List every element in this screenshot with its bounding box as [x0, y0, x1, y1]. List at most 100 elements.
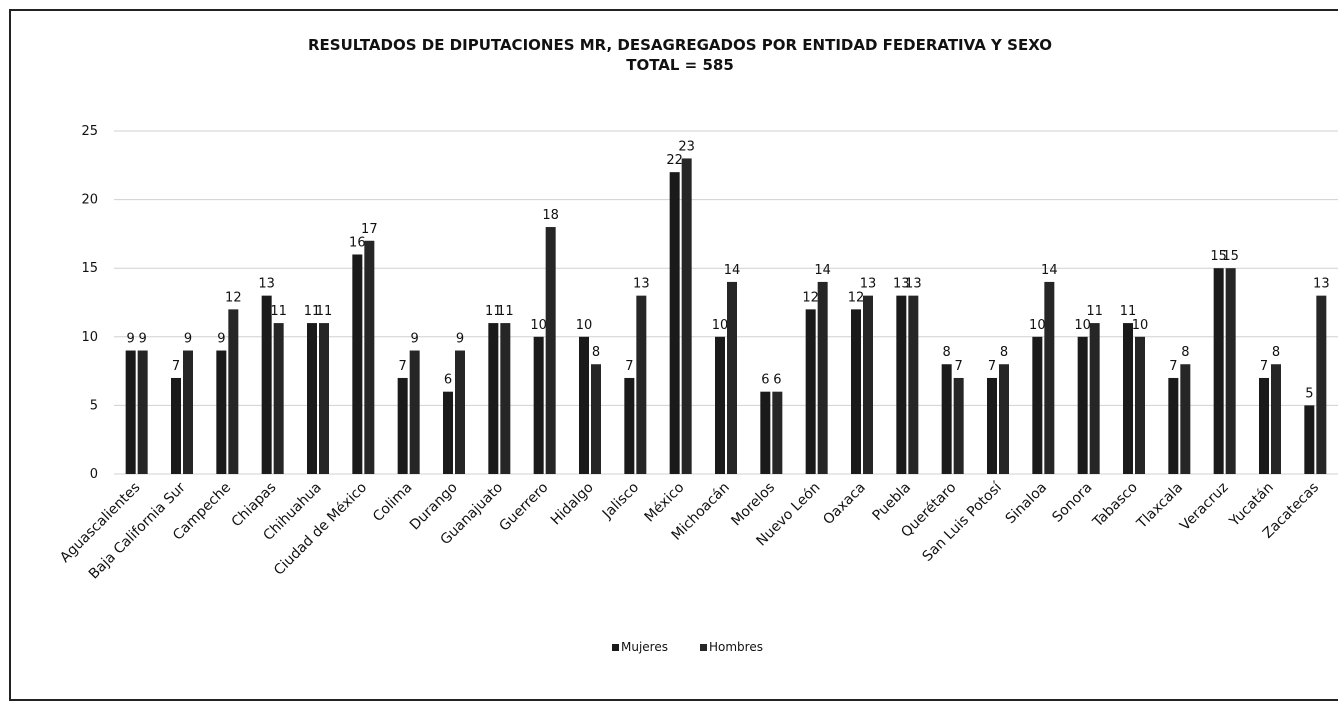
data-label: 9 — [184, 332, 192, 347]
bar — [941, 364, 952, 474]
data-label: 10 — [1074, 318, 1091, 333]
x-tick-label: Sinaloa — [1003, 480, 1051, 528]
bar — [1032, 336, 1043, 474]
bar — [443, 391, 453, 474]
data-label: 17 — [361, 222, 378, 237]
data-label: 9 — [411, 332, 419, 347]
bar — [953, 377, 964, 474]
bar — [987, 377, 997, 474]
bar — [579, 336, 589, 474]
bar — [1077, 336, 1088, 474]
bar — [896, 295, 907, 474]
data-label: 7 — [172, 359, 180, 374]
x-tick-label: Veracruz — [1177, 480, 1232, 535]
data-label: 18 — [542, 208, 559, 223]
data-label: 13 — [258, 277, 275, 292]
bar — [273, 323, 284, 474]
data-label: 8 — [1181, 345, 1189, 360]
bar — [591, 364, 601, 474]
data-label: 11 — [316, 304, 333, 319]
data-label: 11 — [1086, 304, 1103, 319]
data-label: 11 — [270, 304, 287, 319]
y-tick-label: 25 — [81, 124, 98, 139]
x-tick-label: Jalisco — [599, 480, 642, 523]
bar — [1089, 323, 1100, 474]
bar — [125, 350, 136, 474]
data-label: 14 — [1041, 263, 1058, 278]
bar — [533, 336, 544, 474]
bar — [183, 350, 193, 474]
data-label: 7 — [988, 359, 996, 374]
data-label: 13 — [633, 277, 650, 292]
data-label: 13 — [893, 277, 910, 292]
data-label: 6 — [761, 373, 769, 388]
data-label: 7 — [399, 359, 407, 374]
y-tick-label: 10 — [81, 330, 98, 345]
data-label: 10 — [712, 318, 729, 333]
bar — [1271, 364, 1281, 474]
bar — [1044, 281, 1055, 474]
bar — [999, 364, 1009, 474]
bar — [352, 254, 363, 474]
data-label: 6 — [444, 373, 452, 388]
chart-title: RESULTADOS DE DIPUTACIONES MR, DESAGREGA… — [308, 36, 1052, 54]
bar — [908, 295, 919, 474]
bar — [760, 391, 771, 474]
bar — [455, 350, 465, 474]
x-tick-label: Guerrero — [496, 480, 551, 535]
y-tick-label: 0 — [90, 467, 98, 482]
data-label: 11 — [304, 304, 321, 319]
x-tick-label: Colima — [370, 480, 415, 525]
bar — [171, 377, 181, 474]
chart-subtitle: TOTAL = 585 — [626, 56, 734, 74]
data-label: 13 — [1313, 277, 1330, 292]
data-label: 23 — [678, 139, 695, 154]
bar — [1225, 268, 1236, 474]
x-tick-label: México — [642, 480, 688, 526]
data-label: 8 — [943, 345, 951, 360]
data-label: 12 — [848, 290, 865, 305]
bar — [851, 309, 861, 474]
data-label: 8 — [1000, 345, 1008, 360]
data-label: 11 — [1120, 304, 1137, 319]
data-label: 10 — [1132, 318, 1149, 333]
bar — [1123, 323, 1133, 474]
data-label: 11 — [485, 304, 502, 319]
data-label: 8 — [592, 345, 600, 360]
bar — [500, 323, 511, 474]
data-label: 9 — [456, 332, 464, 347]
data-label: 15 — [1210, 249, 1227, 264]
bar — [261, 295, 272, 474]
data-label: 15 — [1222, 249, 1239, 264]
data-label: 11 — [497, 304, 514, 319]
bar — [1168, 377, 1179, 474]
bar — [681, 158, 692, 474]
bar — [715, 336, 725, 474]
data-label: 14 — [814, 263, 831, 278]
data-label: 13 — [860, 277, 877, 292]
bar — [488, 323, 499, 474]
bar — [624, 377, 635, 474]
bar — [1259, 377, 1269, 474]
bar — [307, 323, 317, 474]
bar — [1304, 405, 1315, 474]
bar — [772, 391, 783, 474]
x-tick-label: Hidalgo — [548, 480, 597, 529]
data-label: 6 — [773, 373, 781, 388]
bar — [1213, 268, 1224, 474]
bar — [228, 309, 239, 474]
y-tick-label: 5 — [90, 398, 98, 413]
data-label: 9 — [217, 332, 225, 347]
bar — [216, 350, 227, 474]
bar — [137, 350, 148, 474]
bar — [1135, 336, 1145, 474]
x-tick-label: San Luis Potosí — [920, 479, 1006, 565]
bar — [863, 295, 873, 474]
data-label: 7 — [1260, 359, 1268, 374]
data-label: 10 — [530, 318, 547, 333]
data-label: 9 — [127, 332, 135, 347]
bar — [817, 281, 828, 474]
legend-swatch — [612, 644, 619, 651]
data-label: 8 — [1272, 345, 1280, 360]
